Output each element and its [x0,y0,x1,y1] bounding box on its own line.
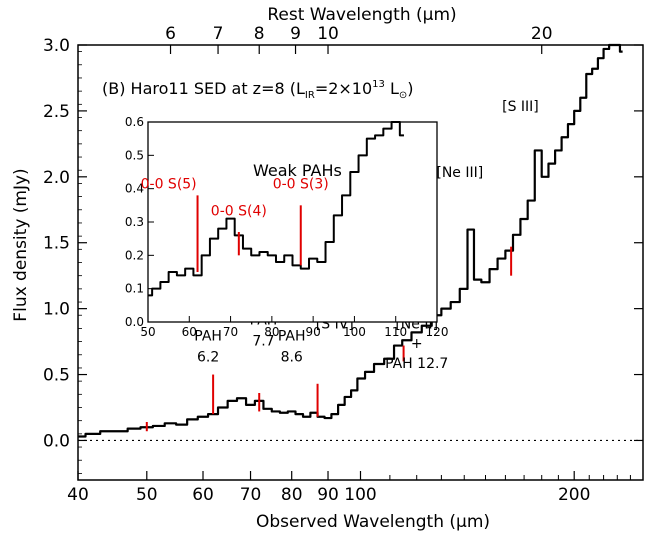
inset-plot: 50 60 70 80 90 100 110 120 0.0 0.1 0.2 0.3 0.4 0.5 0.6… [125,115,449,339]
inset-y-tick-label: 0.2 [125,248,144,262]
inset-y-tick-label: 0.4 [125,182,144,196]
y-tick-label: 2.0 [43,168,70,188]
inset-annotation: 0-0 S(3) [273,177,329,193]
inset-y-tick-label: 0.6 [125,115,144,129]
inset-x-tick-label: 100 [343,325,366,339]
inset-x-tick-label: 80 [264,325,279,339]
y-tick-label: 0.5 [43,366,70,386]
x-axis-label: Observed Wavelength (μm) [256,512,490,532]
inset-x-tick-label: 50 [140,325,155,339]
inset-y-tick-label: 0.5 [125,148,144,162]
top-tick-label: 6 [165,24,176,44]
feature-annotation: PAH 12.7 [385,356,448,372]
y-tick-label: 0.0 [43,431,70,451]
inset-x-tick-label: 70 [223,325,238,339]
y-tick-label: 1.5 [43,234,70,254]
feature-annotation: [S III] [502,99,539,115]
x-tick-label: 40 [67,485,89,505]
inset-series-line [148,121,404,297]
feature-annotation: [Ne III] [436,165,483,181]
main-plot: 40 50 60 70 80 90 100 2000.00.51.01.52.02.53.06… [43,24,644,505]
x-tick-label: 80 [281,485,303,505]
y-tick-label: 3.0 [43,36,70,56]
inset-x-tick-label: 90 [306,325,321,339]
y-tick-label: 2.5 [43,102,70,122]
top-tick-label: 7 [213,24,224,44]
x-tick-label: 90 [317,485,339,505]
y-tick-label: 1.0 [43,300,70,320]
inset-y-tick-label: 0.1 [125,282,144,296]
inset-annotation: 0-0 S(5) [141,177,197,193]
inset-annotation: 0-0 S(4) [211,203,267,219]
top-tick-label: 9 [290,24,301,44]
x-tick-label: 70 [240,485,262,505]
main-title: (B) Haro11 SED at z=8 (LIR=2×1013 L⊙) [102,79,414,101]
feature-annotation: + [411,336,423,352]
top-tick-label: 8 [254,24,265,44]
top-tick-label: 10 [317,24,339,44]
inset-x-tick-label: 60 [182,325,197,339]
x-tick-label: 50 [136,485,158,505]
feature-annotation: 7.7 [252,334,274,350]
x-tick-label: 200 [558,485,590,505]
inset-x-tick-label: 110 [384,325,407,339]
feature-annotation: PAH [194,328,222,344]
inset-frame [147,121,438,323]
sed-series-line [78,43,623,438]
y-axis-label: Flux density (mJy) [11,168,31,321]
feature-annotation: PAH [278,328,306,344]
feature-annotation: 8.6 [281,349,303,365]
inset-y-tick-label: 0.0 [125,315,144,329]
x-tick-label: 100 [344,485,376,505]
top-tick-label: 20 [531,24,553,44]
inset-y-tick-label: 0.3 [125,215,144,229]
x-tick-label: 60 [192,485,214,505]
inset-title: Weak PAHs [253,161,342,180]
feature-annotation: 6.2 [197,349,219,365]
inset-x-tick-label: 120 [426,325,449,339]
top-axis-label: Rest Wavelength (μm) [267,5,456,25]
